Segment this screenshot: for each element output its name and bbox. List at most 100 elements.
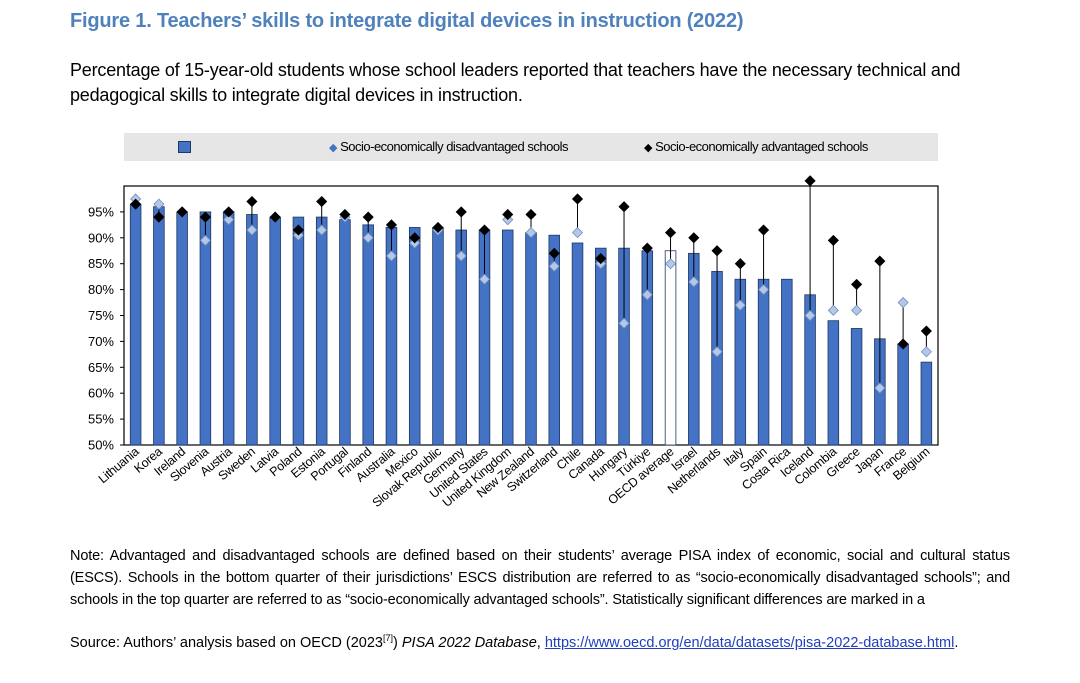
bar-latvia — [269, 216, 281, 446]
bar-greece — [850, 328, 863, 446]
advantaged-marker — [385, 219, 398, 231]
legend-label-advantaged: Socio-economically advantaged schools — [655, 139, 868, 154]
legend-item-disadvantaged: ◆ Socio-economically disadvantaged schoo… — [329, 139, 568, 154]
source-prefix: Source: Authors’ analysis based on OECD … — [70, 634, 383, 651]
advantaged-marker — [339, 208, 351, 221]
bar-chile — [571, 242, 584, 446]
advantaged-marker — [688, 232, 700, 244]
advantaged-marker — [478, 224, 491, 236]
advantaged-marker — [269, 211, 281, 223]
disadvantaged-marker — [827, 304, 839, 316]
disadvantaged-marker — [362, 232, 374, 244]
y-tick-label: 70% — [88, 334, 114, 349]
advantaged-marker — [874, 255, 886, 267]
disadvantaged-marker — [455, 250, 467, 262]
advantaged-marker — [804, 175, 816, 187]
disadvantaged-marker — [664, 258, 677, 270]
bar-france — [897, 343, 909, 446]
disadvantaged-marker — [688, 276, 700, 288]
advantaged-marker — [223, 206, 235, 218]
advantaged-marker — [176, 206, 188, 218]
bar-austria — [222, 211, 235, 446]
y-tick-label: 85% — [88, 256, 114, 271]
bar-oecd-average — [664, 250, 677, 446]
advantaged-marker — [455, 206, 467, 218]
disadvantaged-marker — [316, 224, 328, 236]
y-tick-label: 90% — [88, 230, 114, 245]
bar-new-zealand — [525, 232, 537, 446]
advantaged-marker — [641, 242, 653, 254]
disadvantaged-marker — [548, 260, 560, 272]
bar-germany — [455, 229, 467, 446]
figure-note: Note: Advantaged and disadvantaged schoo… — [70, 548, 1010, 608]
advantaged-marker — [664, 227, 677, 239]
figure-source: Source: Authors’ analysis based on OECD … — [70, 633, 958, 651]
y-tick-label: 75% — [88, 308, 114, 323]
advantaged-marker — [711, 245, 723, 257]
chart-plot: 50%55%60%65%70%75%80%85%90%95%LithuaniaK… — [88, 175, 939, 510]
advantaged-marker — [548, 247, 560, 259]
advantaged-marker — [130, 198, 142, 210]
disadvantaged-marker — [571, 227, 584, 239]
advantaged-marker — [153, 211, 165, 223]
bar-lithuania — [129, 203, 142, 446]
figure-subtitle: Percentage of 15-year-old students whose… — [70, 60, 961, 105]
y-tick-label: 50% — [88, 438, 114, 453]
bar-slovak-republic — [432, 227, 444, 446]
bar-finland — [362, 224, 374, 446]
disadvantaged-marker — [478, 273, 491, 285]
figure-title: Figure 1. Teachers’ skills to integrate … — [70, 10, 744, 32]
legend-item-advantaged: ◆ Socio-economically advantaged schools — [644, 139, 868, 154]
disadvantaged-marker — [641, 289, 653, 301]
source-link[interactable]: https://www.oecd.org/en/data/datasets/pi… — [544, 634, 955, 651]
y-tick-label: 65% — [88, 360, 114, 375]
diamond-icon: ◆ — [329, 142, 337, 154]
disadvantaged-marker — [734, 299, 746, 311]
source-separator: , — [536, 634, 545, 651]
bar-poland — [292, 216, 305, 446]
disadvantaged-marker — [920, 346, 932, 358]
advantaged-marker — [851, 278, 863, 290]
disadvantaged-marker — [385, 250, 398, 262]
disadvantaged-marker — [223, 214, 235, 226]
source-reference: [7] — [383, 633, 394, 643]
disadvantaged-marker — [618, 317, 630, 329]
chart-legend: ◆ Socio-economically disadvantaged schoo… — [124, 133, 938, 161]
source-mid: ) — [393, 634, 402, 651]
disadvantaged-marker — [153, 198, 165, 210]
advantaged-marker — [571, 193, 584, 205]
bar-estonia — [315, 216, 328, 446]
diamond-icon: ◆ — [644, 142, 652, 154]
bar-switzerland — [548, 234, 561, 446]
advantaged-marker — [618, 201, 630, 213]
advantaged-marker — [827, 234, 839, 246]
y-tick-label: 55% — [88, 412, 114, 427]
y-tick-label: 60% — [88, 386, 114, 401]
advantaged-marker — [897, 338, 909, 350]
advantaged-marker — [409, 232, 421, 244]
advantaged-marker — [595, 252, 607, 265]
advantaged-marker — [362, 211, 374, 223]
bar-slovenia — [199, 211, 212, 446]
bar-costa-rica — [781, 278, 793, 446]
bar-portugal — [339, 219, 351, 446]
bar-spain — [757, 278, 770, 446]
advantaged-marker — [292, 224, 304, 236]
bar-united-kingdom — [501, 229, 514, 446]
advantaged-marker — [525, 208, 537, 221]
advantaged-marker — [246, 195, 258, 208]
disadvantaged-marker — [758, 284, 770, 296]
y-tick-label: 95% — [88, 204, 114, 219]
bar-ireland — [176, 211, 188, 446]
disadvantaged-marker — [804, 309, 816, 322]
bar-canada — [595, 247, 607, 446]
y-tick-label: 80% — [88, 282, 114, 297]
disadvantaged-marker — [199, 234, 211, 246]
disadvantaged-marker — [246, 224, 258, 236]
legend-label-disadvantaged: Socio-economically disadvantaged schools — [340, 139, 568, 154]
advantaged-marker — [734, 258, 746, 270]
advantaged-marker — [199, 211, 211, 223]
disadvantaged-marker — [525, 227, 537, 239]
disadvantaged-marker — [851, 304, 863, 316]
advantaged-marker — [502, 208, 514, 221]
